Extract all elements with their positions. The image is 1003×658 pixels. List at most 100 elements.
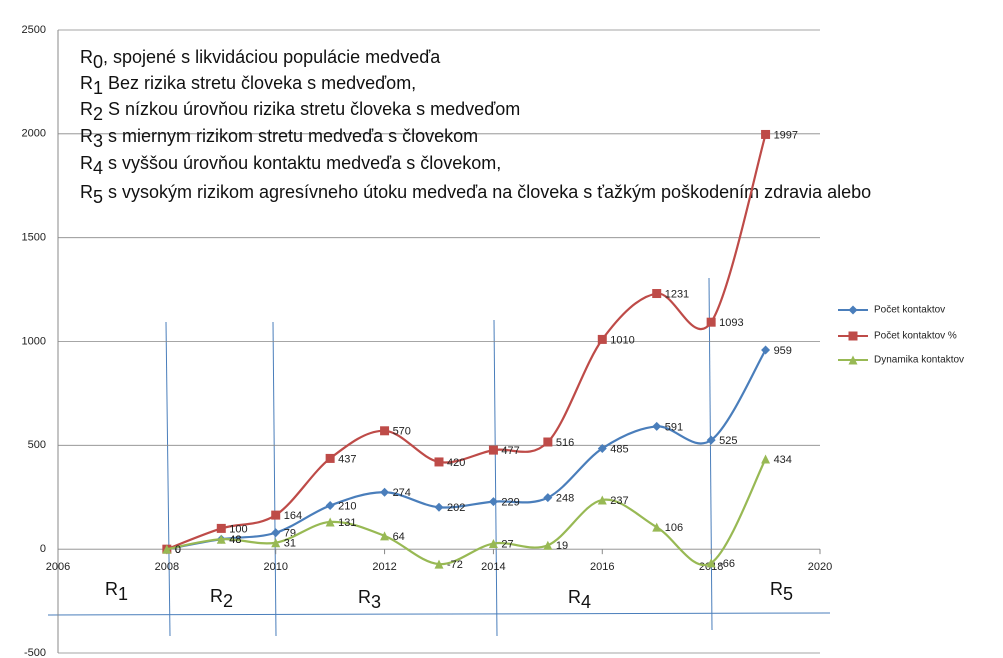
data-label: 420 — [447, 457, 465, 469]
note: R4 s vyššou úrovňou kontaktu medveďa s č… — [80, 153, 501, 178]
data-label: 131 — [338, 517, 356, 529]
region-sub: 1 — [118, 584, 128, 604]
data-point — [434, 457, 444, 467]
data-label: 434 — [774, 454, 792, 466]
y-tick-label: 2500 — [22, 24, 46, 36]
data-point — [271, 510, 281, 520]
note-text: S nízkou úrovňou rizika stretu človeka s… — [103, 99, 520, 119]
region-divider — [272, 321, 277, 637]
note: R1 Bez rizika stretu človeka s medveďom, — [80, 73, 416, 98]
legend-label: Počet kontaktov — [874, 305, 945, 316]
region-label: R3 — [358, 587, 381, 612]
note: R5 s vysokým rizikom agresívneho útoku m… — [80, 182, 871, 207]
x-tick-label: 2020 — [808, 561, 832, 573]
data-point — [706, 558, 716, 568]
x-tick-label: 2010 — [263, 561, 287, 573]
region-sub: 5 — [783, 584, 793, 604]
data-label: -72 — [447, 559, 463, 571]
data-point — [380, 487, 390, 497]
x-tick-label: 2008 — [155, 561, 179, 573]
note-text: , spojené s likvidáciou populácie medveď… — [103, 47, 441, 67]
data-point — [488, 497, 498, 507]
region-label: R1 — [105, 579, 128, 604]
x-tick-label: 2012 — [372, 561, 396, 573]
data-label: 570 — [393, 426, 411, 438]
data-point — [325, 501, 335, 511]
region-sub: 4 — [581, 592, 591, 612]
legend-label: Dynamika kontaktov — [874, 355, 964, 366]
note-text: s miernym rizikom stretu medveďa s člove… — [103, 126, 478, 146]
note-text: s vysokým rizikom agresívneho útoku medv… — [103, 182, 871, 202]
note-sub: 1 — [93, 78, 103, 98]
region-label: R5 — [770, 579, 793, 604]
data-label: 0 — [175, 544, 181, 556]
y-tick-label: -500 — [24, 647, 46, 658]
data-label: 1231 — [665, 288, 689, 300]
note: R0, spojené s likvidáciou populácie medv… — [80, 47, 441, 72]
x-tick-label: 2006 — [46, 561, 70, 573]
data-label: 591 — [665, 421, 683, 433]
data-point — [761, 454, 771, 464]
data-label: -66 — [719, 558, 735, 570]
data-point — [434, 502, 444, 512]
x-tick-label: 2016 — [590, 561, 614, 573]
note-prefix: R — [80, 182, 93, 202]
data-point — [216, 523, 226, 533]
x-tick-label: 2014 — [481, 561, 505, 573]
region-prefix: R — [358, 587, 371, 607]
data-label: 274 — [393, 487, 411, 499]
data-point — [434, 559, 444, 569]
data-label: 1997 — [774, 129, 798, 141]
data-label: 100 — [229, 523, 247, 535]
y-tick-label: 2000 — [22, 128, 46, 140]
note-sub: 3 — [93, 131, 103, 151]
region-divider — [493, 319, 498, 637]
data-point — [380, 426, 390, 436]
region-label: R2 — [210, 586, 233, 611]
data-point — [271, 538, 281, 548]
data-point — [488, 539, 498, 549]
region-divider — [165, 321, 171, 637]
data-label: 0 — [175, 544, 181, 556]
y-tick-label: 1000 — [22, 335, 46, 347]
data-point — [216, 534, 226, 544]
data-label: 106 — [665, 522, 683, 534]
note-sub: 4 — [93, 158, 103, 178]
data-point — [652, 289, 662, 299]
note-sub: 5 — [93, 187, 103, 207]
region-prefix: R — [568, 587, 581, 607]
note-sub: 0 — [93, 52, 103, 72]
data-label: 229 — [501, 497, 519, 509]
region-divider — [708, 277, 713, 631]
data-label: 202 — [447, 502, 465, 514]
note: R2 S nízkou úrovňou rizika stretu človek… — [80, 99, 520, 124]
note-prefix: R — [80, 73, 93, 93]
note-prefix: R — [80, 126, 93, 146]
note: R3 s miernym rizikom stretu medveďa s čl… — [80, 126, 478, 151]
data-label: 516 — [556, 437, 574, 449]
y-tick-label: 0 — [40, 543, 46, 555]
note-text: s vyššou úrovňou kontaktu medveďa s člov… — [103, 153, 501, 173]
data-point — [652, 421, 662, 431]
region-sub: 2 — [223, 591, 233, 611]
data-label: 48 — [229, 534, 241, 546]
data-point — [543, 540, 553, 550]
data-point — [325, 517, 335, 527]
y-tick-label: 500 — [28, 439, 46, 451]
region-label: R4 — [568, 587, 591, 612]
series-line — [166, 349, 767, 551]
region-prefix: R — [770, 579, 783, 599]
data-point — [597, 443, 607, 453]
data-label: 64 — [393, 531, 405, 543]
data-label: 210 — [338, 500, 356, 512]
note-prefix: R — [80, 47, 93, 67]
data-point — [652, 522, 662, 532]
legend-label: Počet kontaktov % — [874, 331, 957, 342]
note-prefix: R — [80, 153, 93, 173]
data-label: 27 — [501, 538, 513, 550]
region-prefix: R — [210, 586, 223, 606]
data-point — [162, 544, 172, 554]
data-point — [706, 435, 716, 445]
note-text: Bez rizika stretu človeka s medveďom, — [103, 73, 416, 93]
data-label: 248 — [556, 493, 574, 505]
